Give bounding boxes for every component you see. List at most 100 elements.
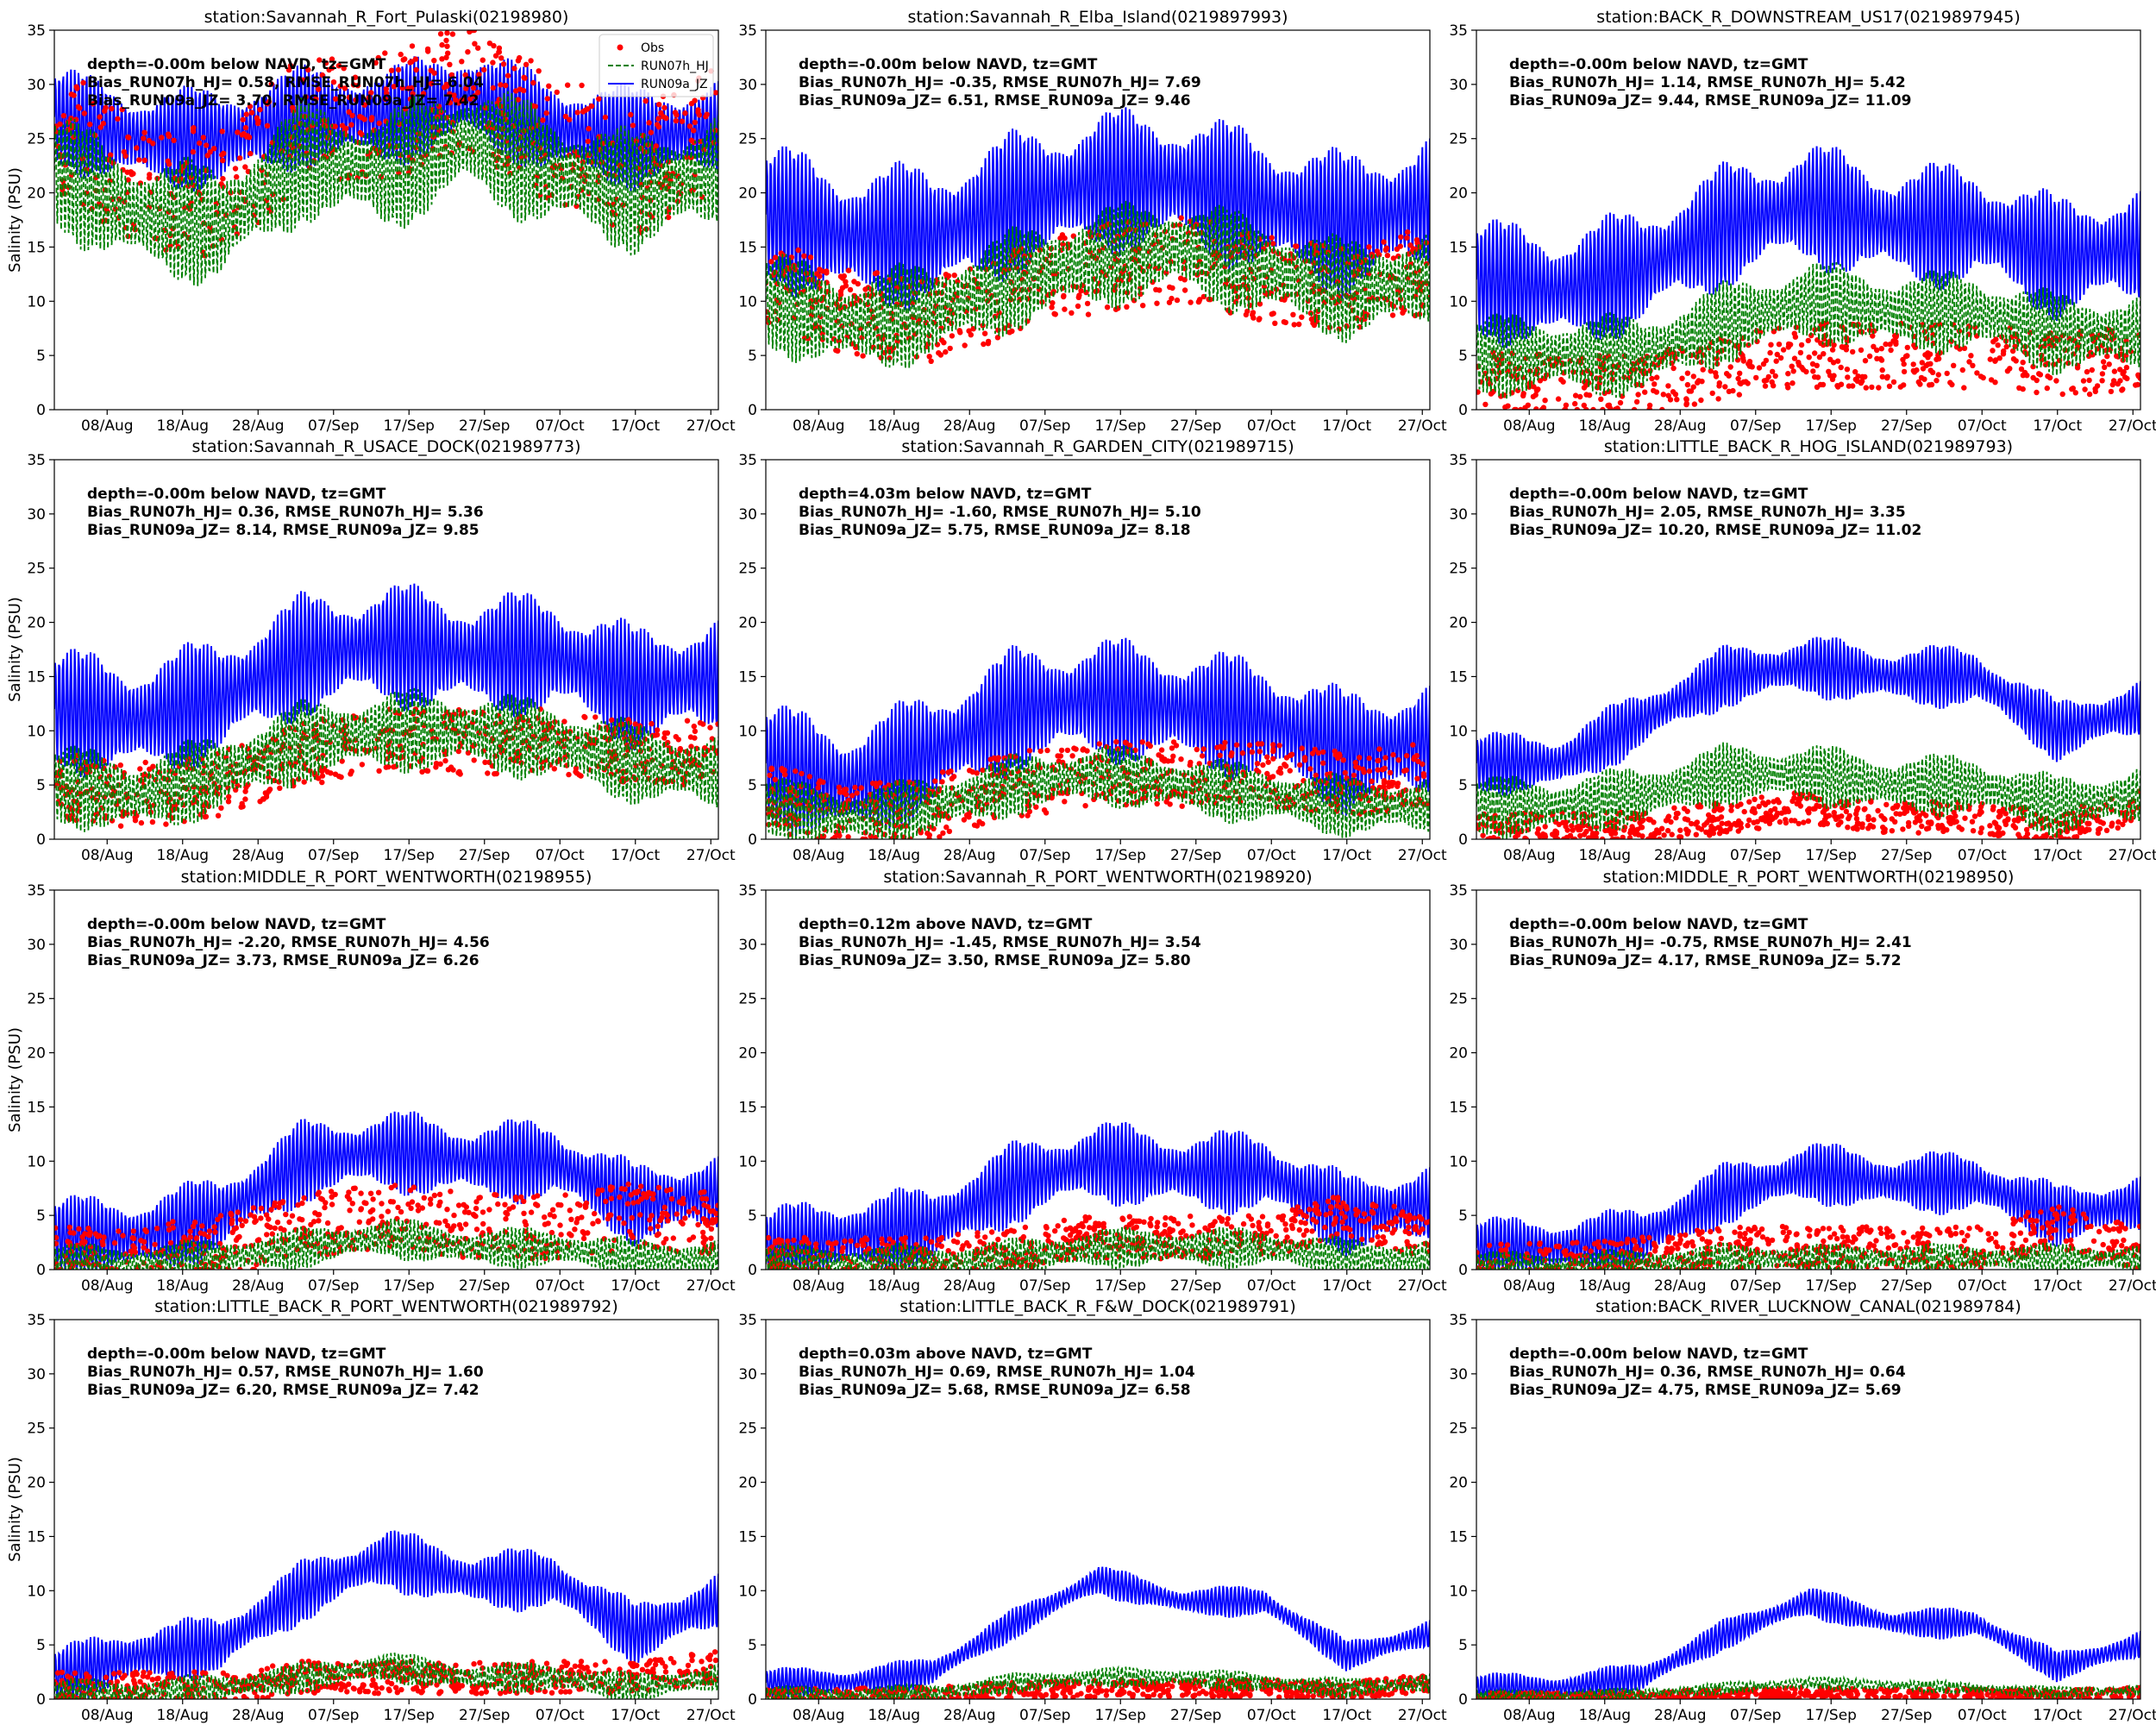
obs-point [1254,761,1261,767]
obs-point [2084,820,2090,826]
panel-title: station:Savannah_R_USACE_DOCK(021989773) [191,437,580,456]
obs-point [661,735,667,741]
x-tick-label: 07/Oct [1958,417,2007,435]
obs-point [419,768,425,775]
obs-point [1805,818,1812,825]
obs-point [579,82,585,89]
obs-point [71,92,77,98]
obs-point [1327,1204,1334,1210]
obs-point [617,1194,623,1201]
obs-point [423,768,430,774]
obs-point [263,794,270,800]
obs-point [843,283,849,289]
y-tick-label: 15 [738,668,757,686]
obs-point [1914,367,1920,373]
obs-point [682,110,688,116]
obs-point [1665,814,1671,821]
obs-point [1388,779,1395,786]
obs-point [1420,771,1427,777]
obs-point [628,1192,634,1198]
obs-point [1340,757,1346,763]
obs-point [165,158,171,164]
obs-point [2034,377,2040,384]
obs-point [1576,826,1582,833]
obs-point [1691,401,1698,407]
plot-area [54,30,718,286]
obs-point [1917,381,1923,387]
y-tick-label: 25 [738,561,757,578]
obs-point [1535,386,1541,392]
obs-point [187,1228,193,1234]
obs-point [1834,358,1841,364]
panel-title: station:BACK_R_DOWNSTREAM_US17(021989794… [1596,8,2021,27]
obs-point [242,124,249,131]
obs-point [545,1220,551,1226]
obs-point [1724,820,1730,827]
obs-point [1785,371,1791,377]
y-tick-label: 25 [1449,131,1468,148]
x-tick-label: 18/Aug [1578,417,1631,435]
obs-point [1357,755,1363,761]
obs-point [595,1219,601,1225]
obs-point [442,757,448,764]
obs-point [1239,750,1246,756]
y-tick-label: 5 [36,1208,46,1225]
obs-point [1605,827,1612,834]
obs-point [1219,745,1226,751]
obs-point [1297,762,1303,768]
obs-point [1707,832,1713,838]
obs-point [448,1226,454,1233]
obs-point [1389,312,1396,318]
y-tick-label: 35 [27,452,46,469]
y-axis-label: Salinity (PSU) [6,597,24,702]
obs-point [398,1208,404,1215]
obs-point [100,120,107,127]
legend-label: Obs [641,41,664,55]
obs-point [943,824,950,831]
obs-point [661,730,668,737]
obs-point [329,1201,335,1208]
obs-point [1785,341,1792,348]
obs-point [1844,367,1851,373]
panel-4: station:Savannah_R_USACE_DOCK(021989773)… [6,437,736,864]
obs-point [354,83,361,89]
obs-point [799,770,805,777]
x-tick-label: 28/Aug [1654,847,1707,864]
obs-point [1722,384,1728,390]
obs-point [1332,748,1338,755]
obs-point [212,1229,218,1235]
obs-point [1734,357,1741,363]
obs-point [211,146,217,152]
obs-point [1315,750,1322,756]
obs-point [1026,748,1033,754]
obs-point [138,819,145,826]
obs-point [1737,370,1743,376]
obs-point [682,1215,688,1221]
obs-point [1320,749,1326,756]
obs-point [476,72,482,78]
obs-point [128,169,134,175]
obs-point [200,135,206,141]
obs-point [332,123,338,129]
obs-point [1287,1248,1293,1254]
obs-point [447,91,453,97]
obs-point [567,116,573,122]
obs-point [231,1226,237,1233]
obs-point [1104,304,1111,310]
obs-point [455,748,461,755]
obs-point [349,112,355,119]
obs-point [206,1228,213,1234]
obs-point [242,164,248,170]
obs-point [767,772,773,779]
obs-point [342,85,348,91]
obs-point [1865,816,1871,823]
obs-point [1951,362,1957,368]
obs-point [1736,392,1743,398]
obs-point [54,1225,59,1231]
obs-point [319,773,326,779]
obs-point [1826,812,1833,819]
obs-point [962,342,968,348]
obs-point [1403,753,1410,759]
obs-point [1084,748,1090,754]
obs-point [934,342,941,348]
